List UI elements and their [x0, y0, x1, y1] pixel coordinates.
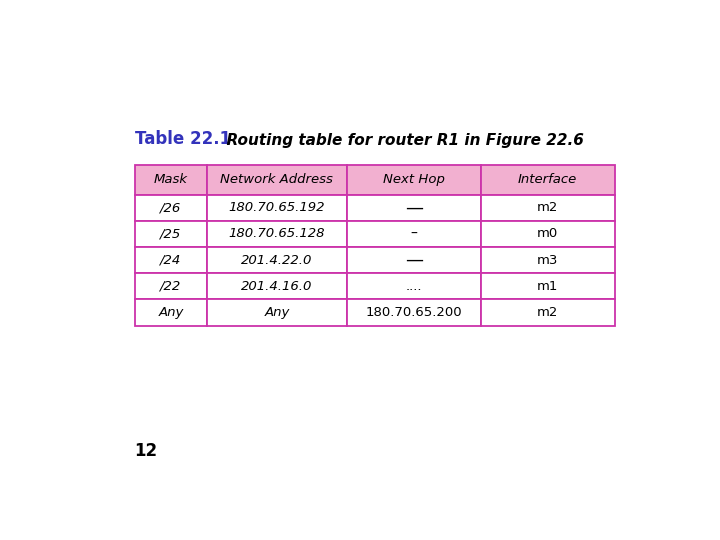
Bar: [481, 299, 615, 326]
Text: /22: /22: [161, 280, 181, 293]
Bar: [347, 221, 481, 247]
Text: /26: /26: [161, 201, 181, 214]
Text: Table 22.1: Table 22.1: [135, 130, 231, 148]
Bar: [347, 273, 481, 299]
Text: m2: m2: [537, 201, 558, 214]
Bar: [481, 221, 615, 247]
Bar: [481, 273, 615, 299]
Bar: [135, 273, 207, 299]
Text: –: –: [410, 227, 417, 241]
Text: Routing table for router R1 in Figure 22.6: Routing table for router R1 in Figure 22…: [215, 133, 583, 148]
Text: —: —: [405, 199, 423, 217]
Bar: [207, 247, 346, 273]
Text: 201.4.16.0: 201.4.16.0: [241, 280, 312, 293]
Bar: [481, 165, 615, 194]
Text: m0: m0: [537, 227, 558, 240]
Text: Next Hop: Next Hop: [383, 173, 444, 186]
Text: 180.70.65.200: 180.70.65.200: [365, 306, 462, 319]
Bar: [347, 299, 481, 326]
Text: —: —: [405, 251, 423, 269]
Text: 201.4.22.0: 201.4.22.0: [241, 253, 312, 267]
Bar: [347, 247, 481, 273]
Bar: [207, 165, 346, 194]
Text: Interface: Interface: [518, 173, 577, 186]
Bar: [481, 194, 615, 221]
Bar: [207, 221, 346, 247]
Bar: [135, 194, 207, 221]
Text: 180.70.65.128: 180.70.65.128: [229, 227, 325, 240]
Bar: [481, 247, 615, 273]
Bar: [207, 273, 346, 299]
Bar: [207, 194, 346, 221]
Text: ....: ....: [405, 280, 422, 293]
Text: /24: /24: [161, 253, 181, 267]
Text: 180.70.65.192: 180.70.65.192: [229, 201, 325, 214]
Bar: [135, 165, 207, 194]
Text: 12: 12: [135, 442, 158, 460]
Text: /25: /25: [161, 227, 181, 240]
Text: m2: m2: [537, 306, 558, 319]
Bar: [135, 299, 207, 326]
Bar: [207, 299, 346, 326]
Text: m1: m1: [537, 280, 558, 293]
Text: Any: Any: [264, 306, 289, 319]
Bar: [347, 194, 481, 221]
Bar: [135, 247, 207, 273]
Text: m3: m3: [537, 253, 558, 267]
Text: Any: Any: [158, 306, 184, 319]
Text: Mask: Mask: [154, 173, 188, 186]
Text: Network Address: Network Address: [220, 173, 333, 186]
Bar: [347, 165, 481, 194]
Bar: [135, 221, 207, 247]
